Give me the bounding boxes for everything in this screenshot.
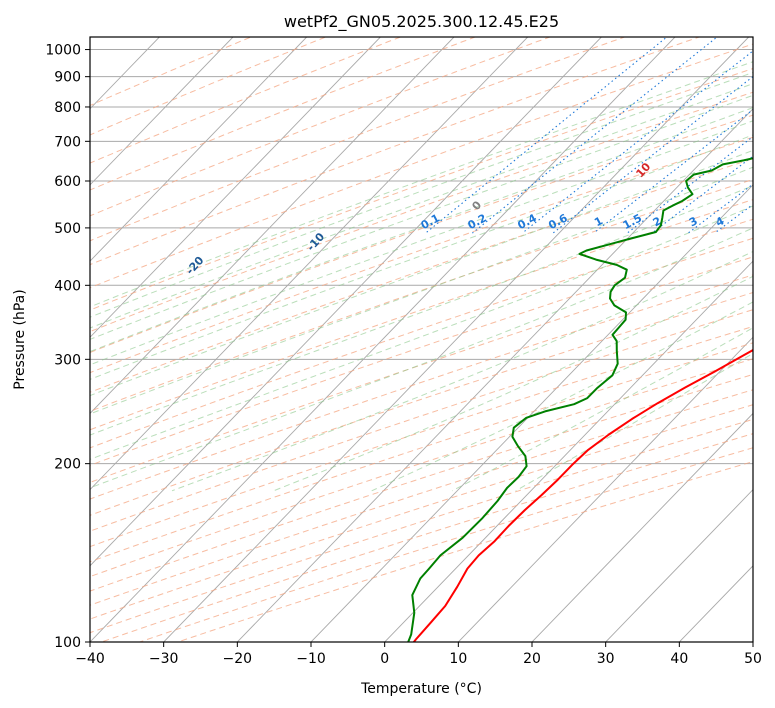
isotherm-line: [90, 37, 602, 567]
x-tick-label: −40: [75, 651, 105, 667]
x-axis-title: Temperature (°C): [360, 681, 482, 697]
y-tick-label: 1000: [45, 43, 81, 59]
moist-adiabat-line: [90, 71, 753, 318]
isotherm-line: [605, 489, 753, 642]
dry-adiabat-line: [90, 37, 477, 191]
dry-adiabat-line: [90, 37, 327, 136]
dry-adiabat-line: [90, 199, 753, 431]
isotherm-line: [90, 37, 676, 642]
mixing-ratio-line: [472, 37, 718, 234]
mixing-ratio-line: [425, 37, 668, 234]
isotherm-line: [90, 37, 381, 338]
dry-adiabat-line: [90, 37, 402, 164]
dry-adiabat-line: [90, 373, 753, 592]
x-tick-label: 50: [744, 651, 762, 667]
dry-adiabat-line: [90, 256, 753, 483]
y-tick-label: 300: [54, 352, 81, 368]
x-tick-label: 40: [670, 651, 688, 667]
isotherm-line: [90, 37, 529, 491]
x-tick-label: −20: [223, 651, 253, 667]
isotherm-line: [384, 260, 753, 642]
dry-adiabat-line: [90, 37, 626, 242]
x-tick-label: 20: [523, 651, 541, 667]
dry-adiabat-line: [90, 342, 753, 563]
isotherm-line: [457, 336, 753, 642]
moist-adiabat-line: [90, 94, 753, 340]
dry-adiabat-line: [90, 136, 753, 374]
y-tick-label: 200: [54, 457, 81, 473]
y-tick-label: 700: [54, 134, 81, 150]
y-tick-label: 400: [54, 278, 81, 294]
mixing-ratio-line: [521, 50, 753, 234]
plot-frame: [89, 36, 754, 643]
moist-adiabat-line: [90, 227, 753, 489]
chart-title: wetPf2_GN05.2025.300.12.45.E25: [284, 12, 559, 32]
y-axis-title: Pressure (hPa): [12, 289, 28, 389]
y-tick-label: 800: [54, 100, 81, 116]
mixing-ratio-line: [687, 183, 753, 234]
isotherm-line: [90, 37, 234, 186]
isotherm-line: [236, 108, 753, 642]
moist-adiabat-line: [273, 275, 753, 492]
y-tick-label: 600: [54, 174, 81, 190]
isotherm-line: [163, 37, 750, 642]
moist-adiabat-line: [90, 166, 753, 415]
moist-adiabat-line: [90, 107, 753, 353]
dry-adiabat-line: [90, 309, 753, 532]
x-tick-label: −30: [149, 651, 179, 667]
dry-adiabat-line: [90, 114, 753, 354]
moist-adiabat-line: [90, 149, 753, 397]
dry-adiabat-line: [90, 91, 753, 333]
x-tick-label: 10: [449, 651, 467, 667]
dry-adiabat-line: [90, 43, 753, 289]
isotherm-line: [90, 37, 455, 415]
isotherm-line: [531, 412, 753, 642]
x-tick-label: 0: [380, 651, 389, 667]
isotherm-line: [310, 184, 753, 642]
moist-adiabat-line: [451, 327, 753, 492]
dry-adiabat-line: [90, 291, 753, 516]
y-tick-label: 500: [54, 221, 81, 237]
dry-adiabat-line: [90, 68, 753, 311]
moist-adiabat-line: [90, 61, 753, 308]
x-tick-label: 30: [597, 651, 615, 667]
dewpoint-profile-line: [407, 157, 753, 642]
dry-adiabat-line: [90, 37, 552, 217]
y-tick-label: 900: [54, 70, 81, 86]
temperature-profile-line: [412, 348, 753, 642]
y-tick-label: 100: [54, 635, 81, 651]
isotherm-line: [90, 37, 308, 262]
moist-adiabat-line: [90, 205, 753, 460]
dry-adiabat-line: [90, 218, 753, 449]
x-tick-label: −10: [296, 651, 326, 667]
